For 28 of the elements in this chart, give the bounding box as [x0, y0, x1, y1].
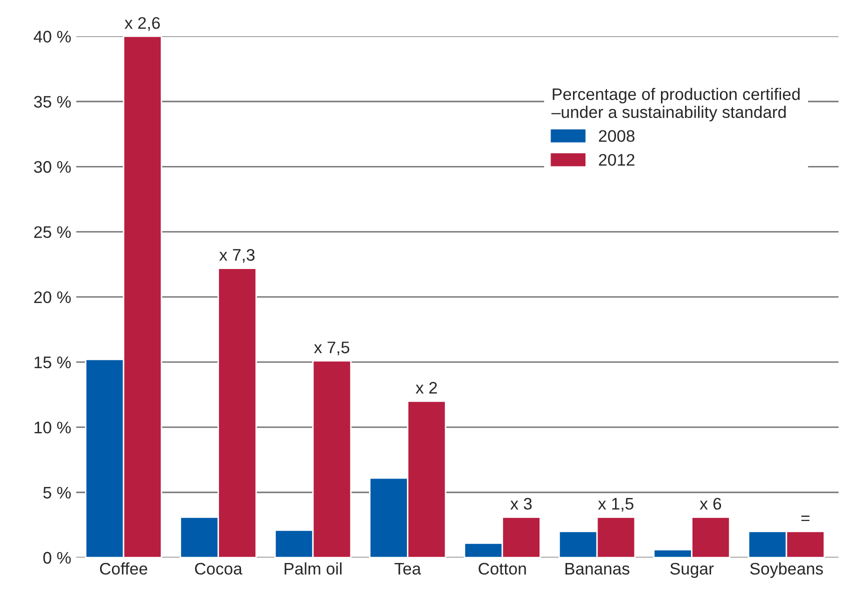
annotation: x 2	[416, 382, 437, 394]
annotation: =	[801, 516, 810, 522]
y-tick-label: 5 %	[43, 486, 71, 499]
legend-title: Percentage of production certified –under a sustainability standard	[551, 88, 800, 122]
y-tick-label: 15 %	[34, 356, 71, 368]
y-tick-label: 0 %	[43, 552, 71, 564]
y-tick-label: 10 %	[34, 422, 71, 434]
x-tick-label: Sugar	[670, 562, 714, 578]
annotation: x 7,3	[219, 249, 255, 263]
x-tick-label: Coffee	[100, 562, 148, 575]
annotation: x 6	[700, 498, 722, 510]
x-tick-label: Bananas	[566, 562, 630, 575]
annotation: x 7,5	[314, 342, 350, 356]
annotation: x 3	[510, 498, 532, 510]
y-tick-label: 20 %	[34, 291, 71, 304]
legend-label: 2012	[598, 154, 634, 166]
annotation: x 1,5	[598, 498, 634, 512]
x-tick-label: Cotton	[478, 562, 526, 575]
x-tick-label: Tea	[394, 562, 422, 575]
x-tick-label: Cocoa	[195, 562, 242, 575]
x-tick-label: Palm oil	[284, 562, 342, 575]
y-tick-label: 30 %	[34, 161, 71, 173]
y-tick-label: 35 %	[34, 96, 71, 108]
x-tick-label: Soybeans	[750, 562, 823, 578]
legend-label: 2008	[598, 130, 634, 142]
y-tick-label: 40 %	[34, 30, 71, 43]
y-tick-label: 25 %	[34, 226, 71, 238]
annotation: x 2,6	[124, 17, 160, 31]
